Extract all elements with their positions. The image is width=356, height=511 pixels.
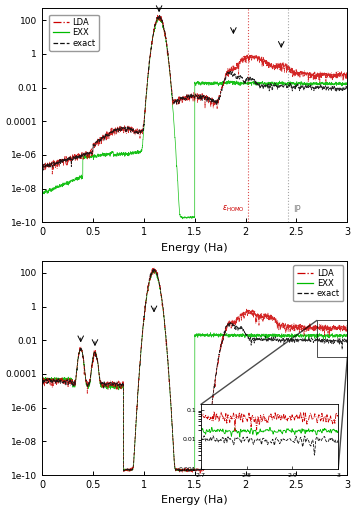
Legend: LDA, EXX, exact: LDA, EXX, exact <box>49 15 99 51</box>
Text: IP: IP <box>293 205 301 214</box>
Bar <box>317 320 347 357</box>
X-axis label: Energy (Ha): Energy (Ha) <box>161 496 228 505</box>
X-axis label: Energy (Ha): Energy (Ha) <box>161 243 228 253</box>
Legend: LDA, EXX, exact: LDA, EXX, exact <box>293 265 343 301</box>
Text: $\varepsilon_{\rm HOMO}$: $\varepsilon_{\rm HOMO}$ <box>222 204 245 214</box>
